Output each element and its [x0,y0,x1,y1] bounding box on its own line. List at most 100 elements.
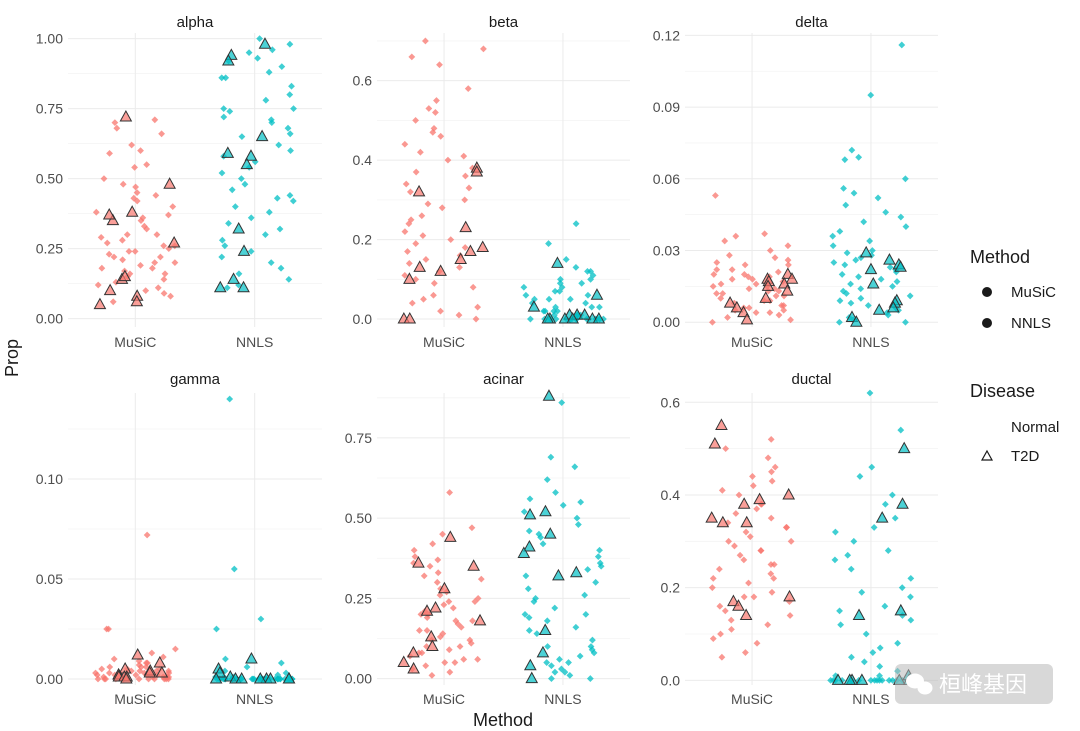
point-normal-nnls [213,625,220,633]
point-normal-nnls [868,247,876,254]
point-normal-music [774,268,782,276]
point-normal-music [401,271,409,279]
point-normal-music [123,231,131,238]
point-normal-nnls [876,663,884,670]
point-normal-music [784,242,792,250]
point-normal-nnls [265,68,273,76]
point-normal-nnls [237,175,245,182]
point-t2d-nnls [894,260,907,272]
point-normal-nnls [590,649,598,657]
point-normal-nnls [238,133,246,140]
point-normal-music [102,675,110,683]
point-normal-nnls [882,208,890,216]
point-normal-nnls [848,653,855,661]
point-normal-music [750,593,758,601]
point-normal-nnls [525,614,533,622]
point-normal-music [97,234,105,241]
point-normal-music [142,287,150,294]
point-normal-nnls [256,35,264,42]
point-normal-music [132,183,140,191]
y-tick-label: 0.4 [661,487,681,503]
point-normal-music [137,262,144,269]
point-normal-music [98,264,106,272]
point-normal-nnls [286,40,294,48]
point-normal-music [92,208,100,216]
point-normal-music [753,639,761,647]
point-t2d-music [106,213,120,226]
point-normal-nnls [543,659,551,666]
point-normal-music [152,192,160,199]
point-normal-music [131,164,138,171]
point-normal-nnls [276,225,284,233]
point-t2d-nnls [240,157,254,170]
point-normal-nnls [864,302,872,309]
point-t2d-nnls [227,272,240,284]
y-tick-label: 0.12 [653,27,680,43]
point-t2d-music [413,260,427,272]
point-normal-nnls [526,495,534,503]
point-t2d-nnls [831,673,845,685]
point-t2d-music [761,279,775,291]
point-normal-music [767,561,775,568]
point-normal-nnls [574,521,582,528]
point-normal-music [731,542,738,550]
point-normal-nnls [539,540,547,548]
point-normal-music [111,119,119,126]
y-tick-label: 0.25 [36,241,63,257]
point-normal-nnls [284,124,292,132]
point-normal-music [456,264,463,271]
point-normal-nnls [572,623,580,631]
facet-panel-gamma: 0.00 0.05 0.10 gamma MuSiC NNLS [36,371,322,707]
point-normal-music [159,653,167,661]
point-normal-music [745,579,752,587]
point-normal-music [401,228,409,236]
point-normal-music [708,584,716,592]
point-normal-nnls [235,270,243,278]
x-tick-label: MuSiC [114,334,156,350]
point-normal-nnls [573,514,581,522]
point-normal-nnls [855,153,863,161]
y-axis-title: Prop [2,339,22,377]
point-normal-nnls [524,585,532,593]
point-normal-music [126,270,134,278]
point-t2d-music [420,604,434,616]
point-t2d-nnls [264,671,277,684]
point-t2d-music [473,613,487,626]
point-normal-nnls [855,273,862,281]
point-t2d-nnls [543,527,557,539]
y-tick-label: 0.0 [353,311,373,327]
point-t2d-nnls [517,546,531,558]
point-normal-music [428,671,436,679]
y-tick-label: 0.09 [653,99,680,115]
point-normal-nnls [254,54,261,62]
point-normal-music [770,574,778,582]
point-normal-music [143,531,151,539]
point-normal-nnls [836,227,844,235]
point-t2d-music [429,600,442,613]
point-normal-nnls [226,395,234,403]
point-normal-nnls [556,287,564,295]
point-normal-music [715,565,723,573]
point-t2d-music [739,608,753,620]
point-normal-music [143,161,151,168]
point-normal-nnls [286,192,294,199]
point-normal-music [469,617,476,625]
point-normal-music [460,655,468,663]
point-normal-nnls [897,213,905,221]
legend-disease-normal-label: Normal [1011,419,1059,436]
point-normal-nnls [582,611,590,618]
point-normal-music [469,283,477,291]
point-normal-nnls [547,453,555,461]
point-normal-music [110,655,118,663]
point-t2d-music [403,272,416,284]
point-t2d-music [730,300,744,313]
point-normal-music [761,230,769,238]
point-t2d-nnls [866,276,880,289]
point-normal-nnls [275,141,283,149]
point-normal-music [156,253,164,261]
point-t2d-music [103,283,117,296]
point-normal-nnls [844,551,852,559]
point-normal-nnls [257,615,265,623]
point-normal-nnls [877,275,885,283]
point-normal-nnls [906,292,914,300]
